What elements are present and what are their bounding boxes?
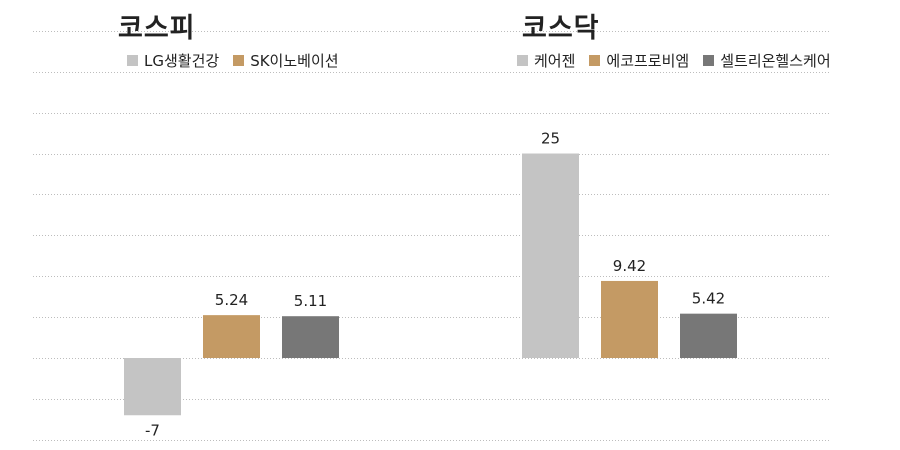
- data-label-kospi-0: -7: [145, 421, 160, 439]
- bar-kospi-0: [124, 358, 181, 416]
- legend-item-lg: LG생활건강: [127, 50, 219, 71]
- bar-kospi-1: [203, 315, 260, 358]
- data-label-kosdaq-2: 5.42: [692, 290, 725, 308]
- bar-kosdaq-1: [601, 280, 658, 358]
- bar-kosdaq-0: [522, 153, 579, 358]
- data-label-kosdaq-1: 9.42: [613, 257, 646, 275]
- legend-swatch-celltrion: [703, 55, 715, 66]
- kosdaq-title: 코스닥: [522, 13, 600, 44]
- legend-label-caregen: 케어젠: [534, 52, 576, 70]
- legend-label-sk: SK이노베이션: [250, 52, 339, 70]
- legend-item-caregen: 케어젠: [517, 50, 575, 71]
- legend-label-ecopro: 에코프로비엠: [606, 52, 690, 70]
- data-label-kospi-1: 5.24: [215, 291, 248, 309]
- data-label-kospi-2: 5.11: [294, 292, 327, 310]
- legend-label-lg: LG생활건강: [144, 52, 220, 70]
- data-label-kosdaq-0: 25: [541, 130, 560, 148]
- kospi-title: 코스피: [118, 13, 196, 44]
- legend-swatch-ecopro: [589, 55, 601, 66]
- legend-item-ecopro: 에코프로비엠: [589, 50, 689, 71]
- legend-label-celltrion: 셀트리온헬스케어: [720, 52, 831, 70]
- kospi-legend: LG생활건강 SK이노베이션: [127, 50, 339, 71]
- legend-swatch-caregen: [517, 55, 528, 66]
- kosdaq-legend: 케어젠 에코프로비엠 셀트리온헬스케어: [517, 50, 831, 71]
- bar-kosdaq-2: [680, 313, 737, 358]
- bar-kospi-2: [282, 316, 339, 358]
- legend-swatch-lg: [127, 55, 138, 66]
- legend-item-sk: SK이노베이션: [233, 50, 339, 71]
- legend-swatch-sk: [233, 55, 245, 66]
- legend-item-celltrion: 셀트리온헬스케어: [703, 50, 831, 71]
